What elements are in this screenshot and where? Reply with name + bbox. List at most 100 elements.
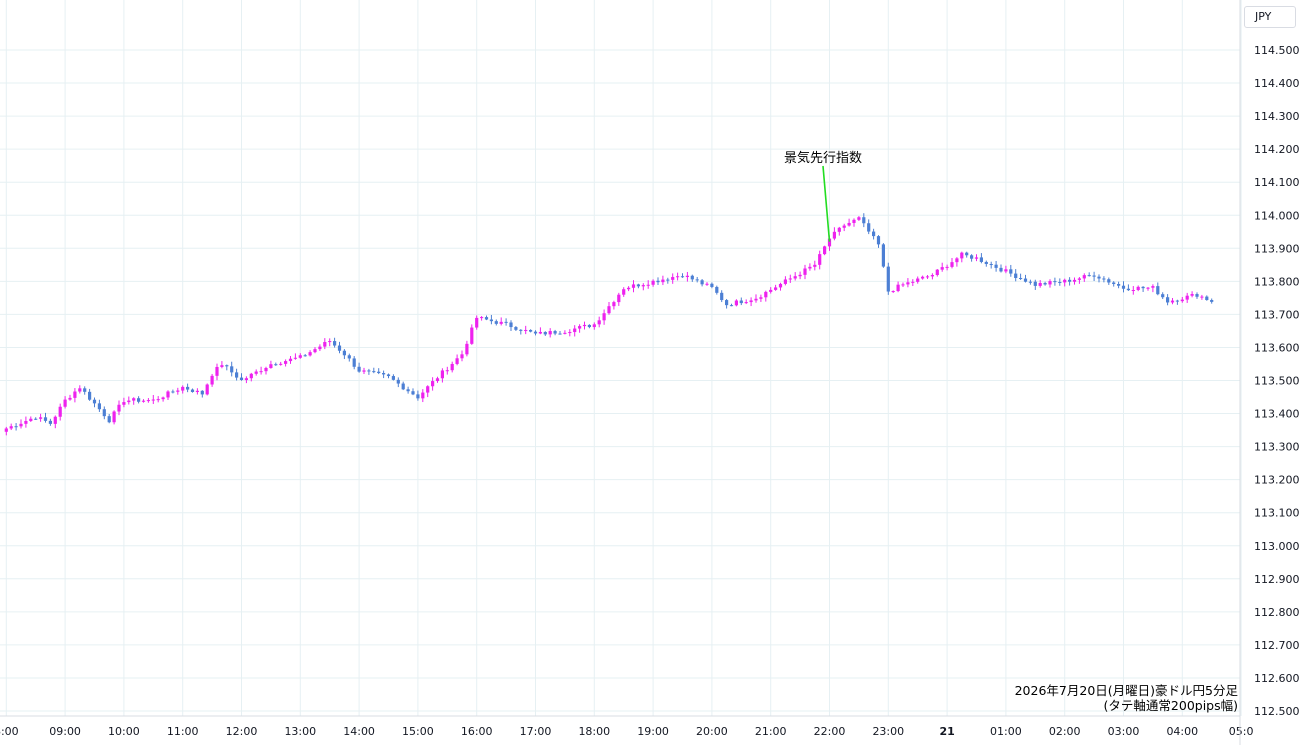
candle-body <box>504 321 508 323</box>
candle-body <box>367 370 371 372</box>
candle-body <box>651 280 655 285</box>
candle-body <box>1014 273 1018 278</box>
chart-caption: 2026年7月20日(月曜日)豪ドル円5分足 (タテ軸通常200pips幅) <box>1015 683 1238 713</box>
candle-body <box>1004 269 1008 272</box>
candle-body <box>646 284 650 286</box>
candle-body <box>891 291 895 293</box>
y-tick-label: 113.900 <box>1254 242 1300 255</box>
candle-body <box>607 306 611 314</box>
candle-body <box>176 390 180 392</box>
candle-body <box>151 399 155 401</box>
candle-body <box>979 257 983 262</box>
candle-body <box>1175 300 1179 302</box>
candle-body <box>34 418 38 420</box>
candle-body <box>230 366 234 373</box>
x-tick-label: 21 <box>939 725 954 738</box>
y-tick-label: 113.400 <box>1254 408 1300 421</box>
candle-body <box>215 366 219 376</box>
candle-body <box>1166 297 1170 303</box>
candle-body <box>764 291 768 298</box>
y-tick-label: 112.800 <box>1254 606 1300 619</box>
candle-body <box>867 223 871 232</box>
candle-body <box>906 282 910 285</box>
candle-body <box>195 390 199 393</box>
candle-body <box>186 386 190 390</box>
candle-body <box>53 416 57 424</box>
candle-body <box>622 289 626 295</box>
y-tick-label: 112.500 <box>1254 705 1300 718</box>
candle-body <box>249 373 253 379</box>
candle-body <box>318 346 322 350</box>
candle-body <box>146 400 150 402</box>
candle-body <box>680 276 685 278</box>
candle-body <box>391 376 395 380</box>
candle-body <box>1068 279 1072 282</box>
candle-body <box>901 284 905 286</box>
candle-body <box>421 392 425 399</box>
candle-body <box>823 246 827 255</box>
candle-body <box>553 331 557 334</box>
annotation-line <box>822 165 831 242</box>
candle-body <box>190 389 195 393</box>
candle-body <box>974 257 979 259</box>
candle-body <box>396 379 400 384</box>
currency-label[interactable]: JPY <box>1244 6 1296 28</box>
candle-body <box>592 324 596 328</box>
x-tick-label: 8:00 <box>0 725 19 738</box>
candle-body <box>141 400 146 402</box>
candle-body <box>749 300 753 303</box>
candle-body <box>127 400 131 403</box>
candle-body <box>582 324 587 327</box>
candle-body <box>631 284 636 288</box>
candle-body <box>1161 294 1165 298</box>
y-tick-label: 114.000 <box>1254 209 1300 222</box>
candle-body <box>734 300 738 306</box>
candle-body <box>1092 275 1096 277</box>
candle-body <box>636 284 640 287</box>
candle-body <box>921 276 925 279</box>
candle-body <box>705 283 709 285</box>
candle-body <box>514 327 518 330</box>
candle-body <box>484 317 489 320</box>
candle-body <box>916 278 920 282</box>
candle-body <box>970 255 974 259</box>
candle-body <box>641 285 645 287</box>
candle-body <box>235 372 239 378</box>
candle-body <box>313 349 317 353</box>
candle-body <box>700 280 704 285</box>
candle-body <box>778 283 783 288</box>
candle-body <box>1028 281 1032 283</box>
candle-body <box>827 238 832 247</box>
y-tick-label: 112.700 <box>1254 639 1300 652</box>
candle-body <box>783 279 787 284</box>
candle-body <box>1107 279 1111 283</box>
candle-body <box>465 343 469 355</box>
candle-body <box>862 217 866 224</box>
candle-body <box>48 420 52 424</box>
y-tick-label: 113.300 <box>1254 441 1300 454</box>
candle-body <box>1200 296 1204 298</box>
candle-body <box>470 327 474 344</box>
candle-body <box>284 361 288 364</box>
candle-body <box>24 420 28 424</box>
candle-body <box>813 264 817 267</box>
candle-body <box>524 329 528 331</box>
candle-body <box>1180 299 1184 302</box>
annotation-label: 景気先行指数 <box>784 150 862 166</box>
candle-body <box>627 287 631 290</box>
candle-body <box>274 364 278 366</box>
y-tick-label: 114.300 <box>1254 110 1300 123</box>
candle-body <box>1102 278 1106 280</box>
candle-body <box>994 264 998 268</box>
candle-body <box>132 398 136 401</box>
candle-body <box>744 302 748 304</box>
y-tick-label: 113.500 <box>1254 375 1300 388</box>
candle-body <box>279 363 283 365</box>
candle-body <box>480 317 484 319</box>
candle-body <box>1087 275 1091 277</box>
candle-body <box>181 386 185 391</box>
x-tick-label: 15:00 <box>402 725 434 738</box>
candle-body <box>83 388 87 392</box>
candle-body <box>259 371 263 373</box>
